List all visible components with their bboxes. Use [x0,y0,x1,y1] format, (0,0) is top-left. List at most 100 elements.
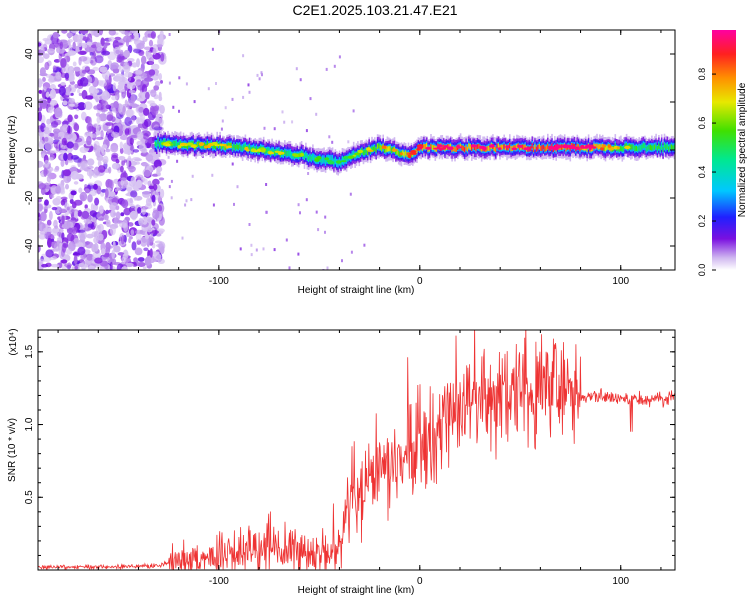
heatmap-cell [416,148,418,154]
heatmap-cell [396,149,399,155]
heatmap-cell [101,90,110,101]
heatmap-cell [49,89,57,99]
heatmap-cell [87,76,93,84]
heatmap-cell [596,143,598,149]
heatmap-cell [309,154,311,160]
heatmap-cell [212,203,215,207]
heatmap-cell [244,146,249,151]
heatmap-cell [479,145,486,149]
heatmap-cell [106,114,114,122]
heatmap-cell [265,183,268,186]
heatmap-cell [604,146,607,152]
heatmap-cell [150,31,156,39]
colorbar-tick-label: 0.0 [697,264,707,277]
heatmap-cell [328,135,331,139]
heatmap-cell [89,60,94,64]
heatmap-cell [38,258,45,263]
heatmap-cell [333,64,336,68]
heatmap-cell [117,252,125,256]
heatmap-cell [476,144,479,149]
heatmap-cell [38,244,41,253]
heatmap-cell [344,157,346,163]
heatmap-cell [466,146,469,152]
heatmap-cell [541,145,543,151]
heatmap-cell [238,143,241,149]
heatmap-cell [79,146,88,153]
heatmap-cell [154,80,161,87]
heatmap-cell [52,31,60,39]
heatmap-cell [85,220,89,230]
heatmap-cell [375,147,377,153]
heatmap-cell [305,198,308,202]
heatmap-cell [158,177,165,181]
heatmap-cell [142,36,148,43]
heatmap-cell [309,97,312,101]
heatmap-cell [645,146,648,152]
heatmap-cell [516,144,518,149]
heatmap-cell [149,248,153,258]
heatmap-cell [168,185,171,189]
heatmap-cell [273,127,276,131]
x-tick-label: 100 [612,576,629,587]
heatmap-cell [371,146,373,152]
heatmap-cell [497,143,500,149]
heatmap-cell [452,146,455,152]
heatmap-cell [471,145,473,151]
heatmap-cell [345,157,348,162]
heatmap-cell [178,142,181,147]
heatmap-cell [388,146,390,152]
heatmap-cell [267,147,269,153]
heatmap-cell [53,136,62,140]
heatmap-cell [354,152,360,156]
heatmap-cell [233,202,235,206]
heatmap-cell [672,145,674,151]
heatmap-cell [295,67,298,71]
heatmap-cell [60,159,65,167]
heatmap-cell [89,210,97,217]
heatmap-cell [599,143,601,150]
heatmap-cell [87,158,95,166]
heatmap-cell [503,143,505,149]
heatmap-cell [673,144,675,150]
heatmap-cell [297,203,300,207]
spectrogram-y-label: Frequency (Hz) [7,116,18,185]
heatmap-cell [262,247,265,251]
heatmap-cell [113,217,120,225]
heatmap-cell [143,169,151,177]
heatmap-cell [86,233,94,239]
heatmap-cell [145,154,154,162]
colorbar-tick-label: 0.8 [697,68,707,81]
heatmap-cell [109,261,113,270]
heatmap-cell [105,122,114,126]
heatmap-cell [62,169,71,177]
heatmap-cell [250,253,253,257]
heatmap-cell [638,145,640,151]
heatmap-cell [530,146,532,152]
heatmap-cell [185,82,188,86]
heatmap-cell [78,56,82,66]
heatmap-cell [602,144,606,148]
heatmap-cell [113,245,121,253]
heatmap-cell [646,145,649,151]
heatmap-cell [38,139,45,150]
heatmap-cell [43,227,50,233]
heatmap-cell [53,168,60,172]
heatmap-cell [574,148,580,150]
heatmap-cell [495,147,497,153]
heatmap-cell [462,145,465,152]
heatmap-cell [38,233,46,240]
heatmap-cell [47,106,54,114]
heatmap-cell [191,174,194,178]
heatmap-cell [151,143,156,150]
heatmap-cell [303,154,306,160]
heatmap-cell [542,144,545,150]
heatmap-cell [40,122,46,133]
heatmap-cell [374,145,376,151]
heatmap-cell [231,145,234,151]
heatmap-cell [71,226,78,232]
heatmap-cell [489,144,495,148]
heatmap-cell [196,141,199,147]
heatmap-cell [468,143,470,149]
heatmap-cell [206,140,209,147]
heatmap-cell [154,141,157,147]
